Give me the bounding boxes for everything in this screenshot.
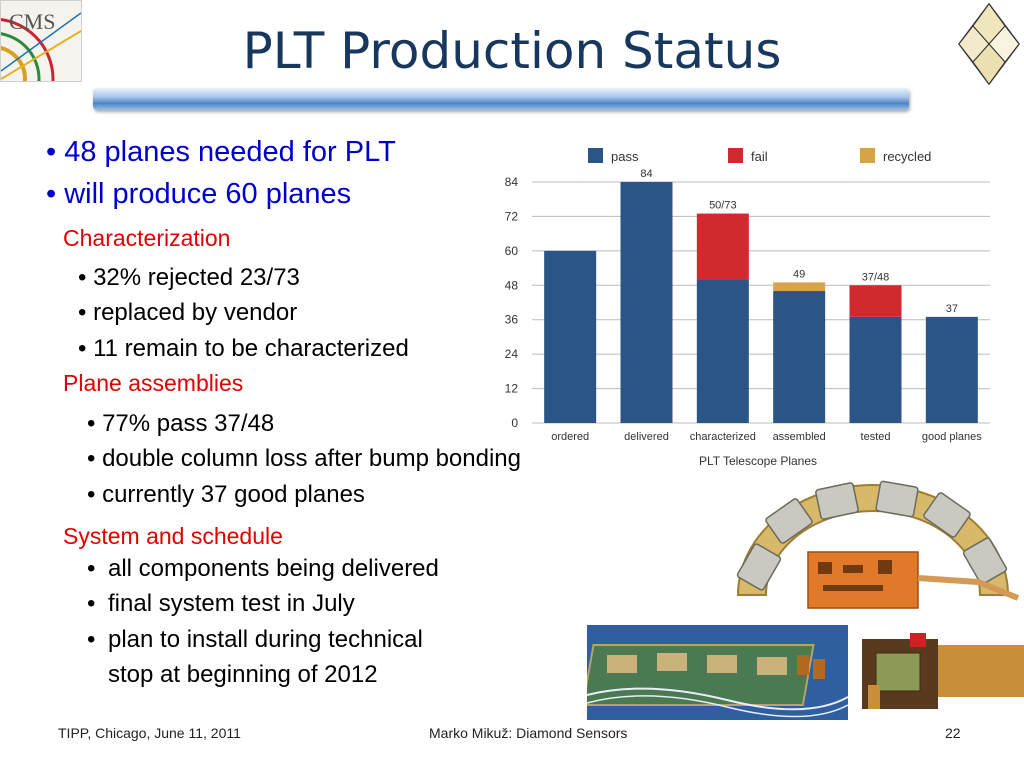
- y-tick-label: 48: [505, 278, 519, 292]
- x-tick-label: delivered: [624, 431, 669, 443]
- bullet-will-produce: • will produce 60 planes: [46, 178, 352, 210]
- legend-swatch-fail: [728, 148, 743, 163]
- plane-assemblies-item: • 77% pass 37/48: [87, 410, 275, 437]
- plane-assemblies-item: • currently 37 good planes: [87, 481, 365, 508]
- bar-value-label: 37/48: [862, 271, 890, 283]
- bar-fail-characterized: [696, 213, 749, 280]
- chart-x-axis-label: PLT Telescope Planes: [699, 454, 817, 468]
- x-tick-label: tested: [861, 431, 891, 443]
- system-item: plan to install during technical: [108, 626, 423, 653]
- y-tick-label: 24: [505, 347, 519, 361]
- bar-recycled-assembled: [773, 282, 826, 292]
- diamond-logo: [955, 0, 1024, 88]
- x-tick-label: characterized: [690, 431, 756, 443]
- bar-pass-good-planes: [925, 316, 978, 423]
- bar-pass-assembled: [773, 291, 826, 423]
- cms-logo: CMS: [0, 0, 82, 82]
- plane-assemblies-item: • double column loss after bump bonding: [87, 445, 522, 472]
- system-bullet: •: [87, 626, 96, 653]
- chart-grid: [532, 181, 990, 424]
- legend-swatch-recycled: [860, 148, 875, 163]
- bar-pass-delivered: [620, 182, 673, 423]
- title-underline-bar: [93, 88, 909, 110]
- x-tick-label: ordered: [551, 431, 589, 443]
- chart-x-ticks: ordered delivered characterized assembled te…: [551, 431, 982, 443]
- plt-module-photo: [862, 625, 1024, 720]
- characterization-item: • 32% rejected 23/73: [78, 264, 300, 291]
- legend-label-pass: pass: [611, 149, 639, 164]
- bar-fail-tested: [849, 285, 902, 317]
- x-tick-label: assembled: [773, 431, 826, 443]
- bar-pass-tested: [849, 316, 902, 423]
- slide-title: PLT Production Status: [242, 22, 782, 80]
- x-tick-label: good planes: [922, 431, 982, 443]
- bar-value-label: 50/73: [709, 200, 737, 212]
- legend-swatch-pass: [588, 148, 603, 163]
- system-bullet: •: [87, 590, 96, 617]
- system-item-continued: stop at beginning of 2012: [108, 661, 378, 688]
- characterization-item: • 11 remain to be characterized: [78, 335, 409, 362]
- bar-pass-characterized: [696, 279, 749, 423]
- plt-arc-assembly-photo: [718, 470, 1024, 614]
- cms-logo-text: CMS: [9, 9, 55, 34]
- chart-bar-labels: 84 50/73 49 37/48 37: [640, 168, 958, 315]
- section-characterization-heading: Characterization: [63, 225, 231, 251]
- footer-left-text: TIPP, Chicago, June 11, 2011: [58, 725, 241, 741]
- system-bullet: •: [87, 555, 96, 582]
- plt-planes-photo: [587, 625, 848, 720]
- section-system-heading: System and schedule: [63, 523, 283, 549]
- page-number: 22: [945, 725, 961, 741]
- y-tick-label: 72: [505, 209, 519, 223]
- bar-pass-ordered: [544, 250, 597, 423]
- characterization-item: • replaced by vendor: [78, 299, 298, 326]
- y-tick-label: 0: [511, 416, 518, 430]
- system-item: all components being delivered: [108, 555, 439, 582]
- y-tick-label: 36: [505, 313, 519, 327]
- section-plane-assemblies-heading: Plane assemblies: [63, 370, 244, 396]
- chart-legend: pass fail recycled: [588, 148, 931, 164]
- footer-center-text: Marko Mikuž: Diamond Sensors: [429, 725, 628, 741]
- bar-value-label: 49: [793, 268, 805, 280]
- bullet-planes-needed: • 48 planes needed for PLT: [46, 136, 396, 168]
- legend-label-recycled: recycled: [883, 149, 931, 164]
- chart-y-ticks: 0 12 24 36 48 60 72 84: [505, 175, 519, 430]
- chart-bars: [544, 182, 978, 423]
- legend-label-fail: fail: [751, 149, 768, 164]
- bar-value-label: 37: [946, 303, 958, 315]
- plt-planes-bar-chart: pass fail recycled 0 12 24 36 48 60 72 84 84 50/73…: [505, 148, 990, 468]
- y-tick-label: 12: [505, 382, 519, 396]
- system-item: final system test in July: [108, 590, 355, 617]
- y-tick-label: 84: [505, 175, 519, 189]
- bar-value-label: 84: [640, 168, 652, 180]
- y-tick-label: 60: [505, 244, 519, 258]
